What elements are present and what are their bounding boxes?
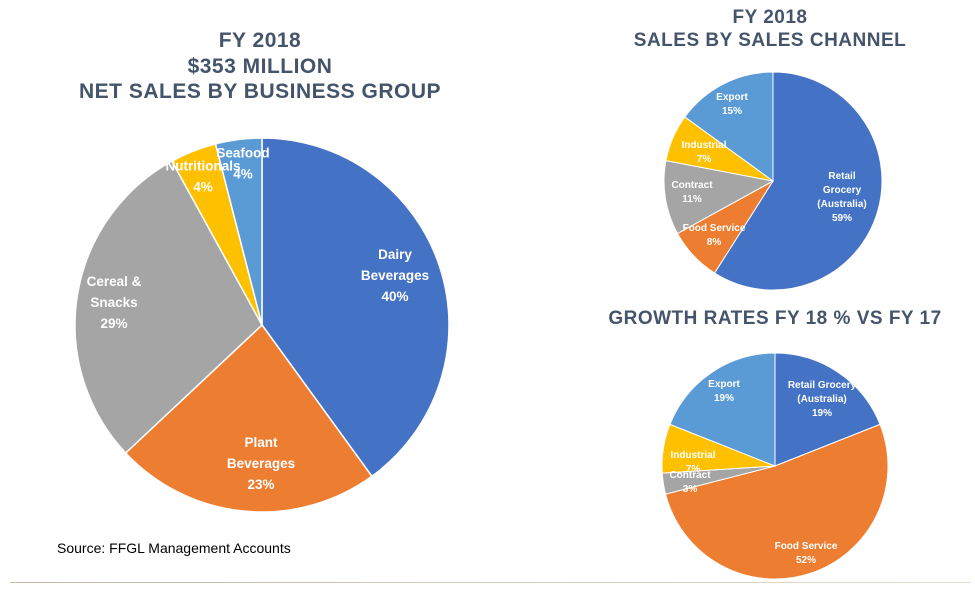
growth-rate-slice-export bbox=[669, 352, 776, 467]
growth-rate-label-contract: Contract 3% bbox=[669, 470, 711, 495]
business-group-label-seafood: Seafood 4% bbox=[216, 146, 269, 182]
growth-title-line-1: GROWTH RATES FY 18 % VS FY 17 bbox=[608, 308, 942, 329]
sales-channel-pie: Retail Grocery (Australia) 59% Food Service 8… bbox=[663, 71, 883, 291]
growth-rate-label-export: Export 19% bbox=[708, 379, 740, 404]
sales-channel-label-contract: Contract 11% bbox=[671, 180, 713, 205]
main-title-line-1: FY 2018 bbox=[218, 29, 302, 52]
source-note: Source: FFGL Management Accounts bbox=[57, 540, 291, 556]
business-group-slice-dairy-beverages bbox=[261, 137, 450, 478]
sales-channel-slice-retail-grocery bbox=[713, 71, 883, 291]
business-group-pie: Dairy Beverages 40% Plant Beverages 23% Cereal… bbox=[74, 137, 450, 513]
growth-rate-slice-food-service bbox=[664, 423, 889, 580]
sales-channel-label-food-service: Food Service 8% bbox=[683, 223, 746, 248]
growth-rate-label-retail-grocery: Retail Grocery (Australia) 19% bbox=[788, 380, 857, 419]
sales-channel-label-export: Export 15% bbox=[716, 92, 748, 117]
business-group-label-dairy-beverages: Dairy Beverages 40% bbox=[361, 247, 429, 304]
business-group-slice-cereal-snacks bbox=[74, 160, 263, 455]
growth-rate-pie: Retail Grocery (Australia) 19% Food Service… bbox=[661, 352, 889, 580]
growth-rate-label-food-service: Food Service 52% bbox=[775, 541, 838, 566]
sales-channel-slice-contract bbox=[663, 159, 775, 235]
business-group-label-cereal-snacks: Cereal & Snacks 29% bbox=[87, 274, 142, 331]
sales-channel-slice-export bbox=[684, 71, 774, 182]
sales-channel-chart-title: FY 2018 SALES BY SALES CHANNEL bbox=[595, 6, 945, 52]
main-title-line-3: NET SALES BY BUSINESS GROUP bbox=[78, 80, 441, 104]
main-chart-title: FY 2018 $353 MILLION NET SALES BY BUSINE… bbox=[60, 28, 460, 105]
growth-rate-slice-retail-grocery bbox=[774, 352, 881, 467]
sales-channel-label-industrial: Industrial 7% bbox=[681, 140, 726, 165]
business-group-label-nutritionals: Nutritionals 4% bbox=[165, 159, 240, 195]
sales-channel-label-retail-grocery: Retail Grocery (Australia) 59% bbox=[817, 171, 866, 224]
channel-title-line-1: FY 2018 bbox=[732, 7, 808, 28]
growth-rates-chart-title: GROWTH RATES FY 18 % VS FY 17 bbox=[575, 307, 975, 330]
business-group-slice-plant-beverages bbox=[124, 323, 373, 513]
business-group-slice-seafood bbox=[214, 137, 263, 326]
growth-rate-label-industrial: Industrial 7% bbox=[670, 450, 715, 475]
main-title-line-2: $353 MILLION bbox=[187, 54, 333, 78]
footer-divider bbox=[10, 582, 970, 583]
channel-title-line-2: SALES BY SALES CHANNEL bbox=[633, 30, 907, 52]
business-group-label-plant-beverages: Plant Beverages 23% bbox=[227, 435, 295, 492]
